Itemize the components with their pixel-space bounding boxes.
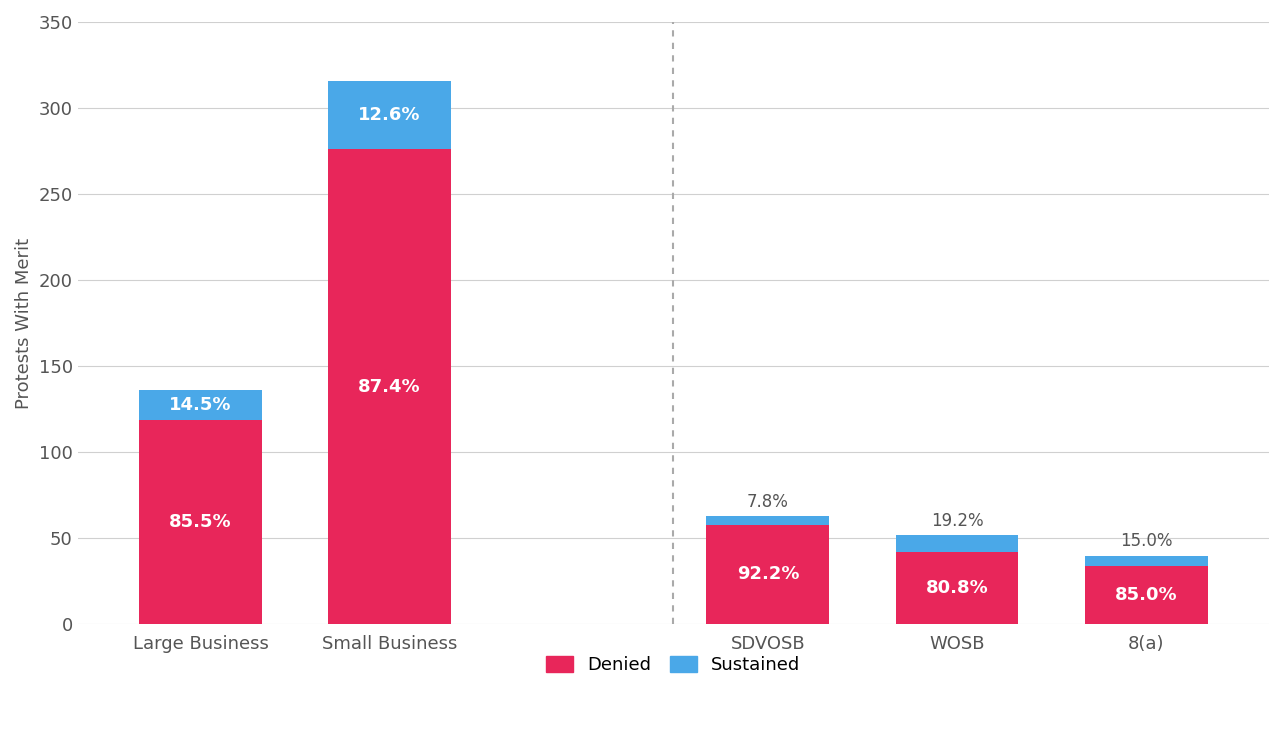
Text: 7.8%: 7.8% [747,493,788,511]
Bar [706,516,829,525]
Text: 12.6%: 12.6% [358,106,421,124]
Bar [329,80,451,150]
Bar [329,150,451,624]
Text: 85.0%: 85.0% [1115,586,1177,604]
Bar [139,419,262,624]
Bar [1085,566,1207,624]
Text: 19.2%: 19.2% [931,511,984,530]
Text: 14.5%: 14.5% [169,396,232,414]
Text: 92.2%: 92.2% [737,565,799,584]
Legend: Denied, Sustained: Denied, Sustained [539,649,808,682]
Text: 87.4%: 87.4% [358,378,421,396]
Text: 85.5%: 85.5% [169,513,232,531]
Text: 80.8%: 80.8% [926,579,989,597]
Bar [1085,556,1207,566]
Y-axis label: Protests With Merit: Protests With Merit [15,237,33,409]
Bar [706,525,829,624]
Bar [139,391,262,419]
Bar [895,552,1018,624]
Bar [895,535,1018,552]
Text: 15.0%: 15.0% [1120,532,1172,551]
